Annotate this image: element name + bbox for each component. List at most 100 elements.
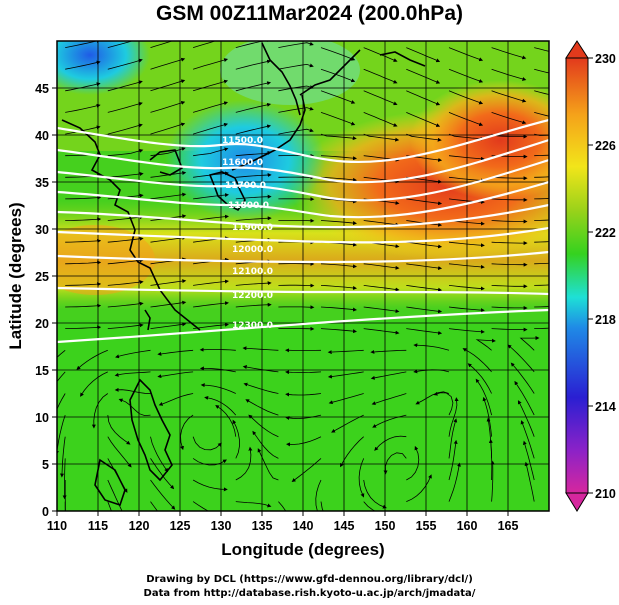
streamline	[413, 369, 450, 374]
streamline	[491, 197, 528, 202]
streamline	[406, 133, 442, 142]
streamline	[491, 305, 528, 310]
x-tick-label: 115	[88, 519, 108, 533]
streamline	[406, 306, 443, 314]
contour-label: 11800.0	[228, 201, 269, 211]
streamline	[252, 430, 279, 459]
streamline	[448, 397, 459, 437]
streamline	[534, 68, 549, 74]
x-axis-label: Longitude (degrees)	[221, 540, 384, 559]
streamline	[150, 100, 186, 113]
streamline	[199, 366, 236, 373]
streamline	[519, 336, 540, 351]
streamline	[107, 172, 144, 178]
streamline	[107, 80, 143, 92]
streamline	[371, 393, 407, 406]
streamline	[193, 322, 229, 329]
colorbar-tick-label: 210	[595, 487, 616, 501]
streamline	[320, 328, 357, 334]
streamline	[491, 241, 528, 246]
streamline	[320, 155, 357, 161]
contour-label: 11900.0	[232, 223, 273, 233]
streamline	[192, 501, 209, 511]
x-tick-label: 130	[211, 519, 232, 533]
x-tick-label: 120	[129, 519, 150, 533]
streamline	[363, 220, 400, 227]
y-tick-label: 5	[42, 458, 49, 472]
streamline	[448, 418, 458, 459]
streamline	[157, 349, 194, 356]
streamline	[507, 344, 535, 373]
streamline	[491, 262, 528, 267]
streamline	[150, 300, 187, 308]
contour-12100	[57, 250, 549, 264]
streamline	[107, 148, 144, 157]
streamline	[328, 393, 364, 405]
contour-12300	[57, 308, 549, 344]
coast-hokkaido	[299, 49, 361, 96]
streamline	[235, 59, 272, 70]
streamline	[285, 370, 322, 375]
streamline	[358, 458, 365, 498]
streamline	[510, 362, 535, 394]
streamline	[406, 285, 443, 292]
streamline	[235, 173, 272, 178]
streamline	[491, 133, 528, 139]
streamline	[320, 501, 324, 511]
streamline	[65, 238, 102, 243]
streamline	[65, 260, 102, 265]
streamline	[60, 436, 66, 478]
streamline	[448, 328, 485, 334]
streamline	[320, 133, 357, 141]
streamline	[107, 58, 143, 70]
streamline	[406, 90, 441, 106]
x-tick-label: 165	[498, 519, 519, 533]
streamline	[320, 112, 356, 126]
streamline	[257, 448, 279, 481]
streamline	[534, 241, 549, 243]
streamline	[415, 391, 450, 405]
y-tick-label: 30	[35, 223, 49, 237]
streamline	[150, 501, 158, 511]
streamline	[235, 302, 272, 308]
streamline	[118, 398, 151, 417]
streamline	[107, 415, 131, 445]
streamline	[491, 219, 528, 224]
streamline	[193, 301, 229, 308]
contour-label: 11600.0	[222, 158, 263, 168]
coast-china	[61, 119, 201, 331]
streamline	[534, 262, 549, 265]
streamline	[114, 371, 151, 377]
streamline	[57, 371, 66, 383]
streamline	[482, 396, 492, 437]
coast-sakhalin	[261, 42, 301, 116]
streamline	[192, 122, 229, 135]
coast-philippines	[129, 378, 173, 482]
cold-northwest	[57, 41, 150, 95]
streamline	[107, 123, 143, 135]
streamline	[204, 395, 237, 416]
contour-11900	[57, 203, 549, 229]
x-axis: 110 115 120 125 130 135 140 145 150 155 160 165	[47, 511, 519, 533]
streamline	[448, 47, 484, 62]
streamline	[235, 81, 272, 92]
streamline	[406, 198, 443, 206]
streamline	[383, 452, 407, 475]
streamline	[363, 68, 398, 84]
streamline	[514, 380, 535, 416]
streamline	[448, 176, 485, 183]
colorbar-tick-label: 230	[595, 52, 616, 66]
streamline	[107, 436, 132, 468]
streamline	[158, 393, 194, 406]
streamline	[433, 391, 454, 416]
streamline	[285, 392, 322, 397]
streamline	[200, 383, 236, 394]
streamline	[448, 439, 458, 481]
streamline	[363, 285, 400, 292]
streamline	[76, 349, 108, 370]
streamline	[524, 461, 535, 502]
streamline	[114, 387, 151, 394]
streamline	[363, 263, 400, 270]
contour-label: 12200.0	[232, 291, 273, 301]
